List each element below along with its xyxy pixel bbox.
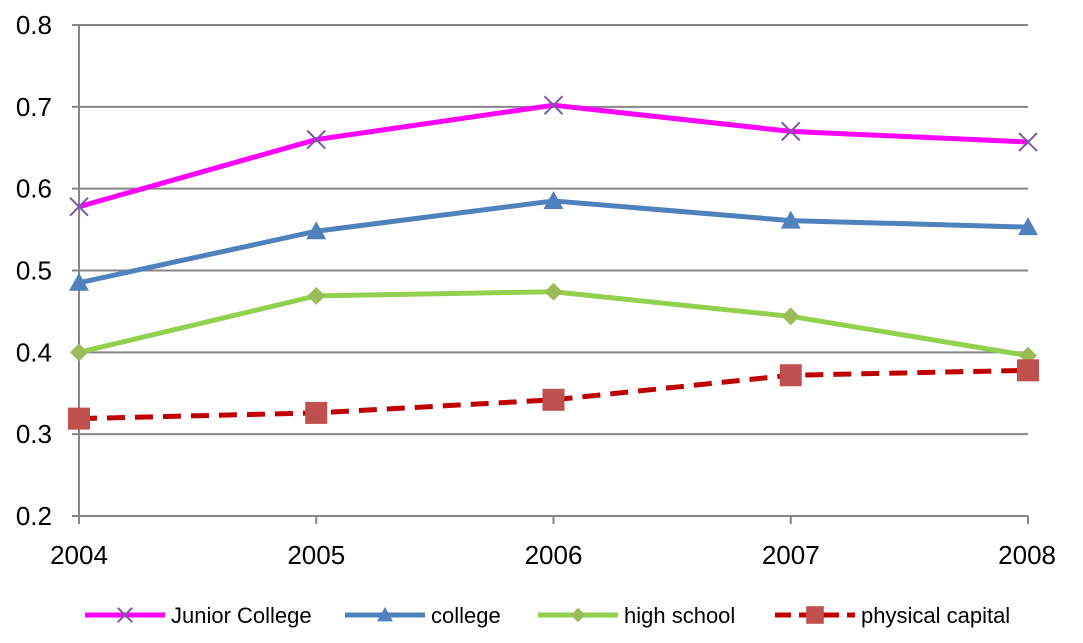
data-point-physical-capital xyxy=(779,364,802,387)
data-point-college xyxy=(306,221,327,240)
y-tick-label: 0.8 xyxy=(16,10,52,40)
data-point-high-school xyxy=(70,343,88,362)
series-layer xyxy=(68,95,1039,430)
legend-marker xyxy=(117,607,133,623)
x-tick-label: 2007 xyxy=(762,540,820,570)
legend-item-high-school: high school xyxy=(538,603,735,628)
legend-label: physical capital xyxy=(861,603,1010,628)
legend: Junior College college high school physical… xyxy=(85,603,1010,628)
data-point-physical-capital xyxy=(305,401,328,424)
y-tick-label: 0.3 xyxy=(16,419,52,449)
data-point-high-school xyxy=(544,282,563,301)
data-point-high-school xyxy=(307,286,326,305)
legend-item-college: college xyxy=(345,603,501,628)
data-point-high-school xyxy=(781,307,800,326)
legend-item-physical-capital: physical capital xyxy=(775,603,1010,628)
series-junior-college xyxy=(69,95,1038,217)
data-point-college xyxy=(1018,217,1038,236)
data-point-college xyxy=(69,272,89,291)
legend-marker xyxy=(806,606,824,624)
data-point-junior-college xyxy=(543,95,564,115)
x-tick-label: 2005 xyxy=(287,540,345,570)
x-axis-ticks: 2004 2005 2006 2007 2008 xyxy=(50,540,1056,570)
data-point-college xyxy=(543,190,564,209)
x-tick-label: 2008 xyxy=(998,540,1056,570)
y-axis-ticks: 0.2 0.3 0.4 0.5 0.6 0.7 0.8 xyxy=(16,10,52,531)
data-point-junior-college xyxy=(1018,132,1038,152)
data-point-physical-capital xyxy=(1017,359,1039,382)
data-point-college xyxy=(780,210,801,229)
legend-label: college xyxy=(431,603,501,628)
y-tick-label: 0.2 xyxy=(16,501,52,531)
legend-label: Junior College xyxy=(171,603,312,628)
legend-marker xyxy=(570,607,586,623)
series-line-high-school xyxy=(78,289,1029,359)
data-point-physical-capital xyxy=(68,407,90,430)
data-point-junior-college xyxy=(306,129,326,150)
axes xyxy=(72,24,1029,524)
gridlines xyxy=(79,24,1028,517)
legend-item-junior-college: Junior College xyxy=(85,603,312,628)
series-physical-capital xyxy=(68,359,1039,430)
x-tick-label: 2004 xyxy=(50,540,108,570)
x-tick-label: 2006 xyxy=(525,540,583,570)
y-tick-label: 0.7 xyxy=(16,92,52,122)
y-tick-label: 0.6 xyxy=(16,174,52,204)
data-point-junior-college xyxy=(781,121,801,142)
series-college xyxy=(69,190,1038,291)
data-point-junior-college xyxy=(69,196,89,217)
y-tick-label: 0.5 xyxy=(16,256,52,286)
data-point-physical-capital xyxy=(542,388,565,411)
legend-label: high school xyxy=(624,603,735,628)
y-tick-label: 0.4 xyxy=(16,337,52,367)
series-line-physical-capital xyxy=(78,367,1029,422)
legend-marker xyxy=(377,607,393,622)
